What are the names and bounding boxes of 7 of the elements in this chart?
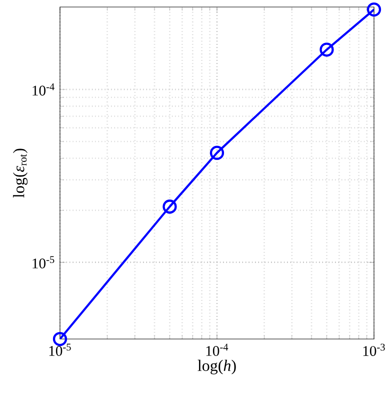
x-tick-label: 10$^{-4}$ [206, 344, 228, 356]
x-tick-label: 10$^{-3}$ [363, 344, 385, 356]
point [366, 2, 382, 17]
point [210, 146, 224, 160]
x-axis-title: log(h) [198, 360, 236, 374]
y-axis-title: log(ε$_{rot}$) [13, 148, 28, 198]
x-tick-label: 10$^{-5}$ [49, 344, 71, 356]
